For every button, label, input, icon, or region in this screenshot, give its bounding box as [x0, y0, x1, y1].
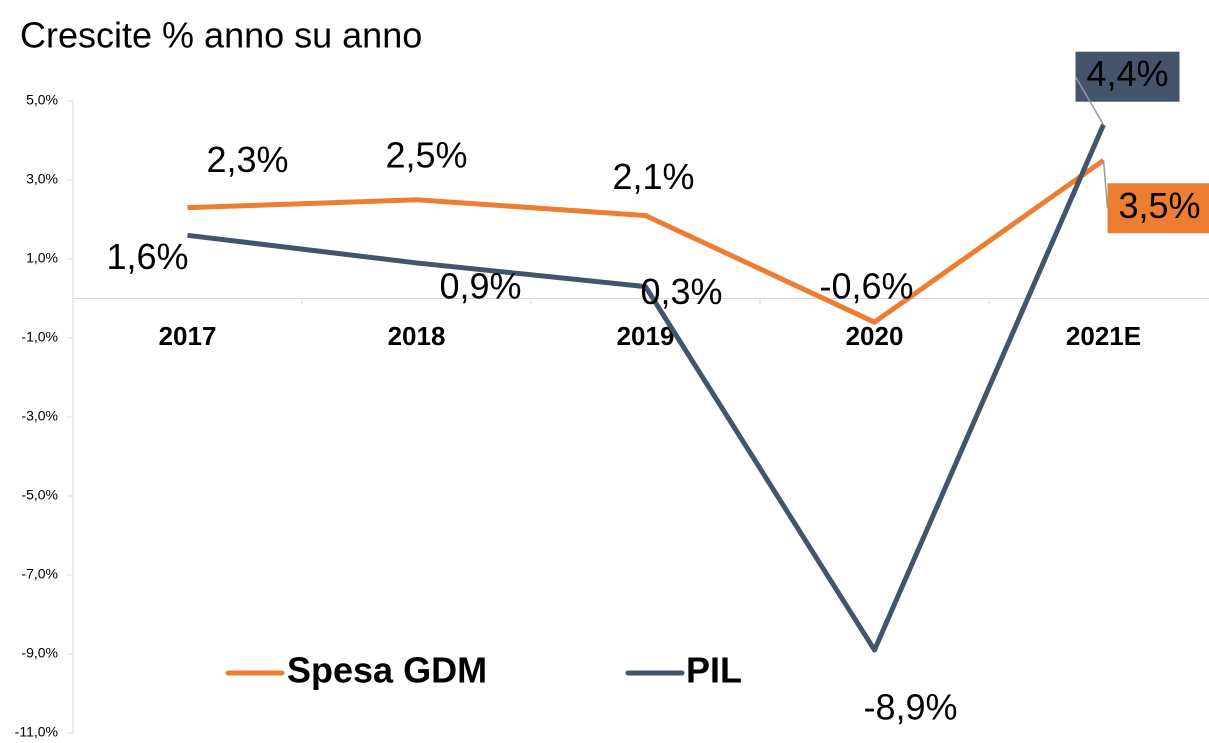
legend-label: Spesa GDM [287, 650, 487, 691]
chart-title: Crescite % anno su anno [20, 15, 422, 56]
y-tick-label: 1,0% [26, 250, 58, 266]
x-tick-label: 2019 [617, 321, 675, 351]
x-tick-label: 2017 [159, 321, 217, 351]
data-label: 4,4% [1086, 53, 1168, 94]
series-line [187, 158, 1105, 325]
legend-label: PIL [686, 650, 742, 691]
data-label: -0,6% [819, 266, 913, 307]
y-tick-label: -1,0% [21, 329, 58, 345]
label-box [1107, 183, 1209, 234]
data-label: -8,9% [863, 687, 957, 728]
y-tick-label: 5,0% [26, 92, 58, 108]
y-tick-label: -3,0% [21, 408, 58, 424]
label-box [1075, 51, 1180, 102]
y-tick-label: 3,0% [26, 171, 58, 187]
y-tick-label: -5,0% [21, 487, 58, 503]
data-label: 0,9% [439, 265, 521, 306]
data-label: 1,6% [106, 236, 188, 277]
x-tick-label: 2021E [1066, 321, 1141, 351]
leader-line [1102, 160, 1109, 209]
x-tick-label: 2018 [388, 321, 446, 351]
y-tick-label: -9,0% [21, 645, 58, 661]
data-label: 3,5% [1118, 185, 1200, 226]
data-label: 2,1% [612, 156, 694, 197]
series-line [187, 123, 1106, 653]
y-tick-label: -7,0% [21, 566, 58, 582]
data-label: 0,3% [640, 271, 722, 312]
data-label: 2,3% [206, 139, 288, 180]
y-tick-label: -11,0% [15, 724, 58, 740]
data-label: 2,5% [385, 134, 467, 175]
x-tick-label: 2020 [846, 321, 904, 351]
leader-line [1074, 76, 1105, 126]
